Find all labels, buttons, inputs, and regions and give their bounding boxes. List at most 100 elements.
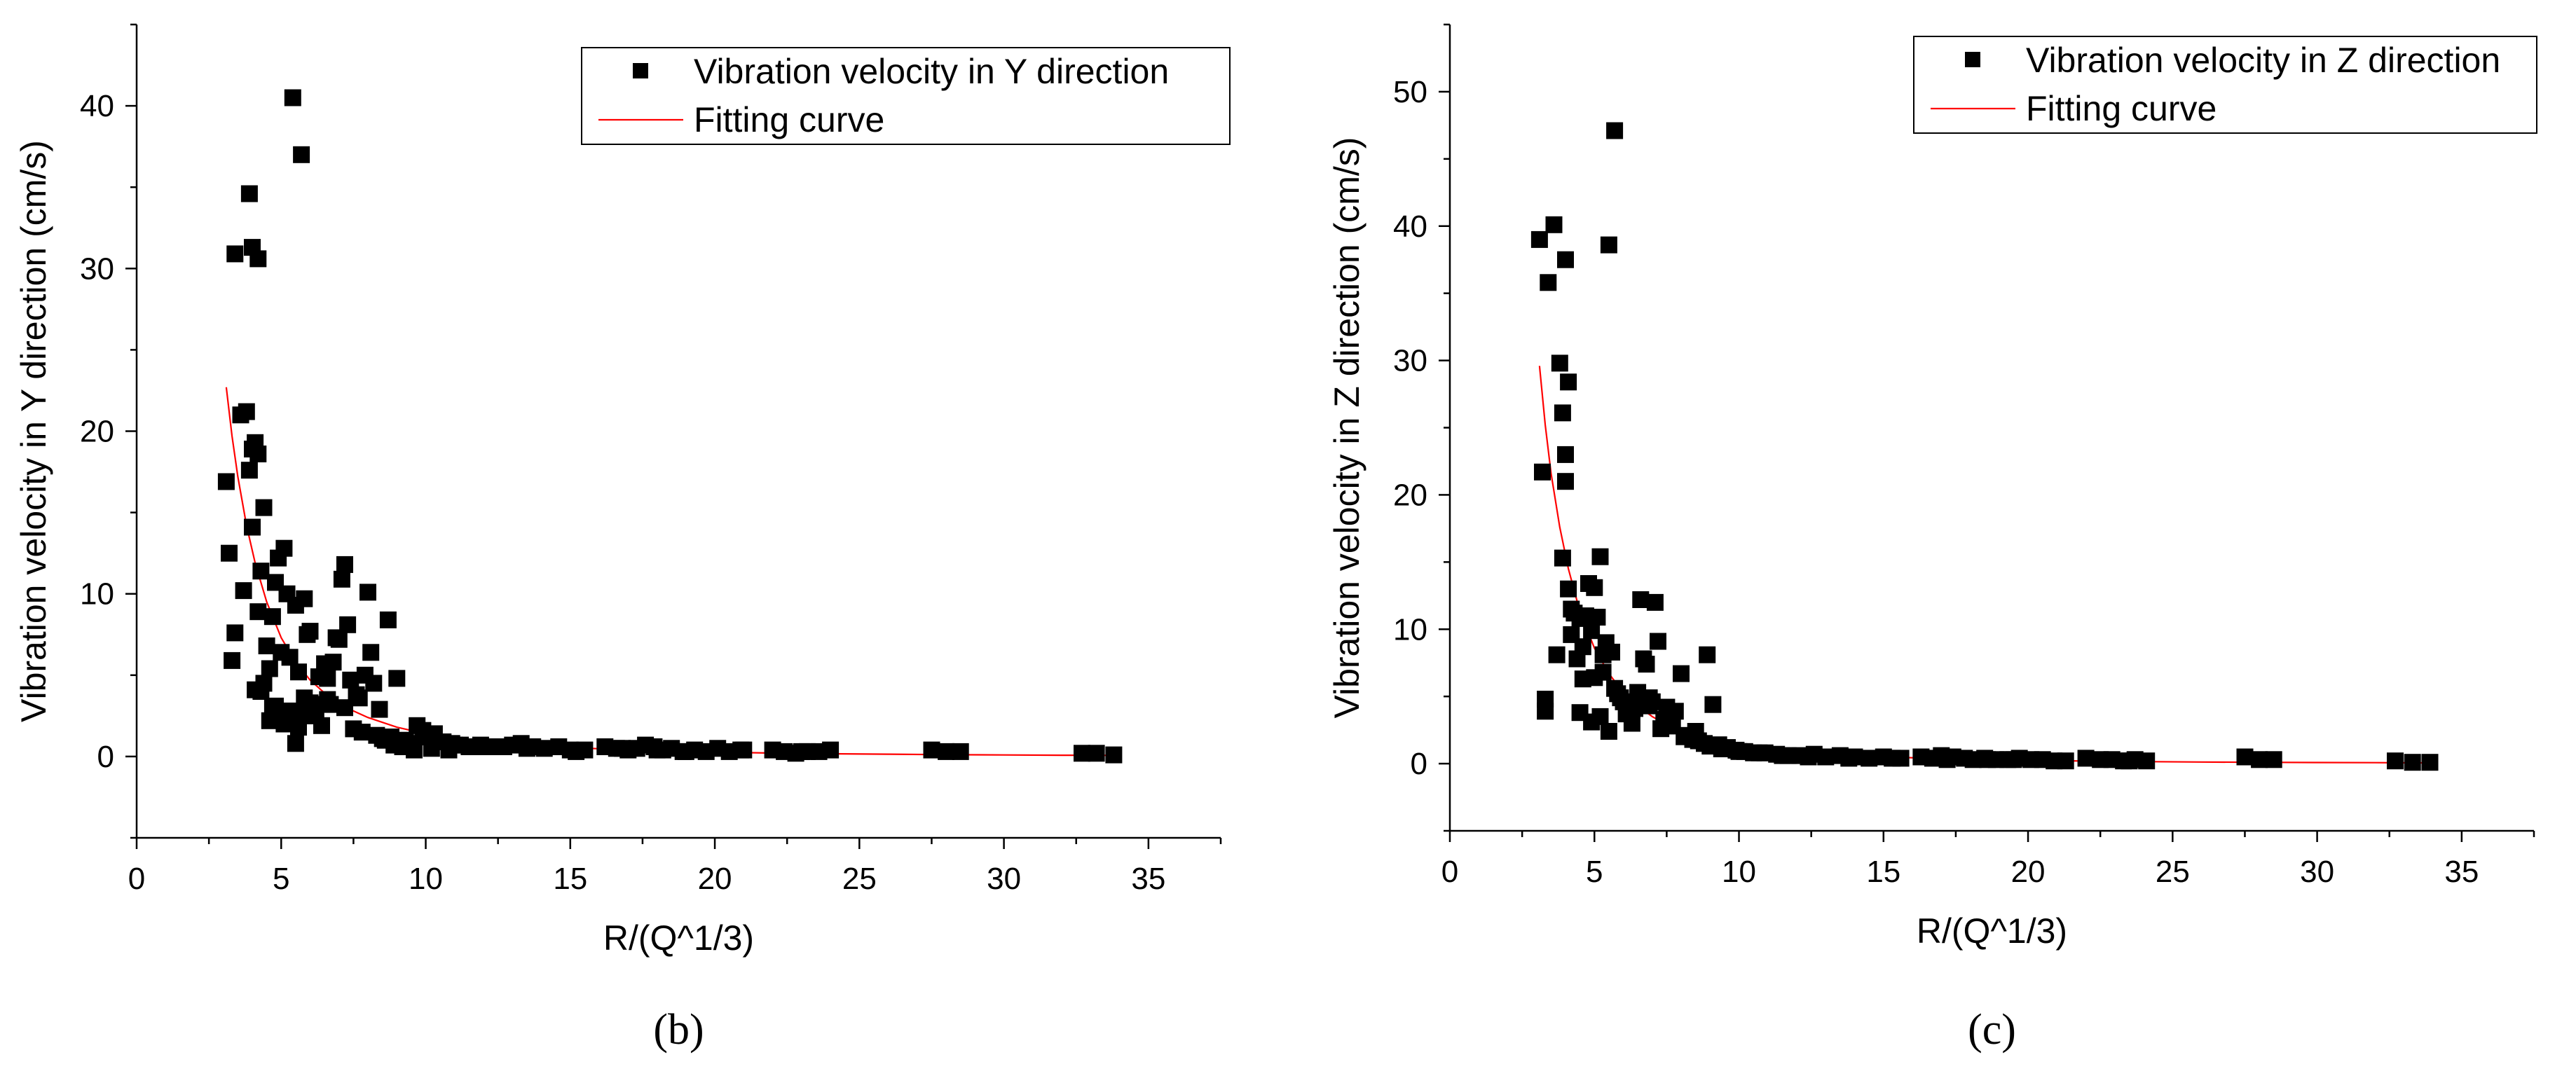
data-point [263,699,281,717]
x-axis-label: R/(Q^1/3) [1917,911,2067,951]
data-point [255,499,273,516]
data-point [350,689,368,707]
data-point [2138,752,2156,770]
data-point [1979,751,1996,768]
y-axis-label: Vibration velocity in Z direction (cm/s) [1327,137,1366,719]
data-point [299,707,316,724]
data-point [371,701,388,718]
data-point [648,741,666,759]
data-point [952,743,969,760]
x-tick-label: 30 [987,862,1021,896]
x-tick-label: 35 [1131,862,1165,896]
legend-box [1913,36,2537,134]
data-point [324,654,342,671]
data-point [1545,216,1563,233]
data-point [1554,404,1571,422]
data-point [1534,463,1551,481]
data-point [342,671,359,689]
data-point [938,743,955,760]
x-tick-label: 10 [1722,855,1756,889]
data-point [1840,750,1858,767]
data-point [1594,663,1612,681]
legend-box [581,47,1231,145]
data-point [1603,643,1620,661]
data-point [1537,703,1554,720]
data-point [290,663,307,681]
data-point [1606,122,1624,139]
legend-marker-square [633,63,648,78]
data-point [1551,354,1568,372]
data-point [822,741,840,759]
data-point [1938,751,1956,768]
x-tick-label: 0 [128,862,145,896]
y-tick-labels: 0 10 20 30 40 [80,89,114,774]
data-point [1557,251,1574,268]
data-point [1861,750,1878,767]
data-point [1530,230,1548,248]
data-point [252,683,270,700]
legend: Vibration velocity in Z direction Fittin… [1913,36,2537,134]
data-point [1105,746,1123,764]
data-point [1774,747,1791,764]
y-tick-label: 20 [1393,478,1427,512]
x-tick-label: 5 [273,862,289,896]
x-tick-label: 0 [1441,855,1458,889]
x-tick-label: 25 [842,862,877,896]
y-tick-label: 30 [1393,344,1427,378]
data-point [518,740,535,757]
x-tick-label: 10 [409,862,443,896]
data-point [1673,665,1690,682]
data-point [240,462,258,479]
data-point [301,623,319,640]
data-point [333,570,350,588]
data-point [379,611,397,628]
data-point [296,590,313,607]
x-tick-label: 30 [2300,855,2334,889]
legend-entry-scatter: Vibration velocity in Y direction [694,52,1169,91]
data-point [1586,579,1603,596]
data-point [244,441,261,457]
data-point [1560,580,1577,598]
data-point [1635,650,1652,668]
data-point [1591,548,1609,565]
data-point [2236,748,2254,766]
data-point [423,740,440,757]
data-point [224,651,241,669]
legend-entry-fit: Fitting curve [694,100,884,139]
data-point [322,696,339,713]
data-point [217,473,235,490]
chart-panel-b: 0 5 10 15 20 25 30 35 0 10 20 30 40 Vibration veloc… [14,23,1231,1054]
data-point [249,250,267,268]
data-point [1583,622,1601,640]
data-point [2387,752,2404,770]
data-point [677,743,694,760]
y-tick-label: 10 [1393,612,1427,647]
y-tick-label: 10 [80,577,114,612]
y-tick-label: 30 [80,251,114,286]
panel-label: (c) [1968,1006,2016,1054]
data-point [1730,743,1748,760]
data-point [353,724,371,741]
data-point [261,660,278,677]
legend-marker-square [1965,52,1980,67]
data-point [1687,723,1704,740]
y-axis-label: Vibration velocity in Y direction (cm/s) [14,140,53,722]
legend-entry-scatter: Vibration velocity in Z direction [2026,41,2500,80]
data-point [258,637,275,654]
data-point [1632,591,1650,608]
data-point [388,670,406,687]
data-point [1704,696,1722,713]
data-point [1540,274,1557,291]
data-point [1650,633,1666,650]
data-point [244,518,261,536]
data-point [1088,745,1105,762]
x-tick-label: 15 [1866,855,1900,889]
data-point [735,741,753,759]
data-point [2121,752,2138,770]
data-point [923,741,940,759]
data-point [1800,748,1817,766]
data-point [249,603,267,621]
data-point [1892,750,1910,767]
data-point [399,738,417,755]
